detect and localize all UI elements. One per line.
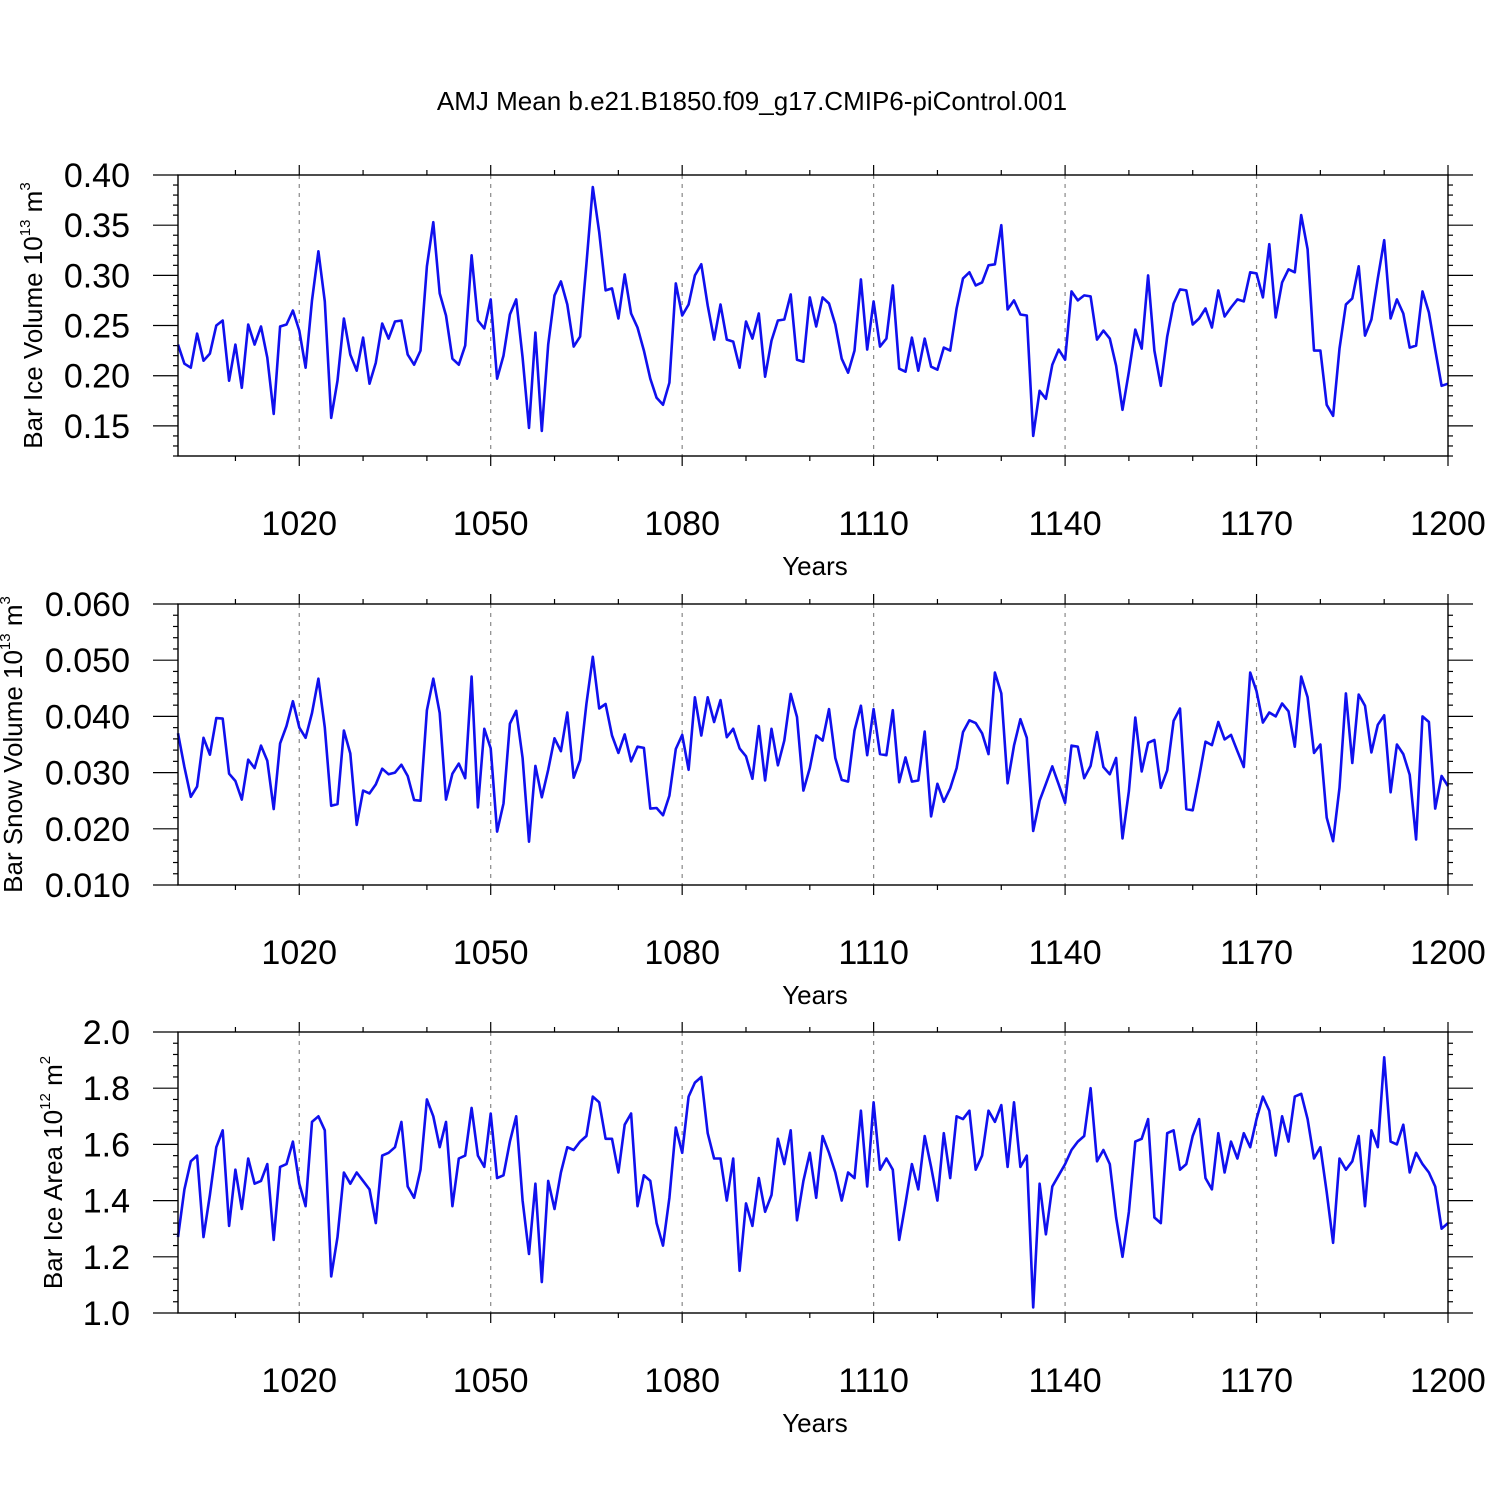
- y-axis-label-unit_exp: 2: [37, 1056, 54, 1064]
- y-tick-label: 1.6: [83, 1126, 130, 1164]
- y-tick-label: 1.8: [83, 1070, 130, 1108]
- figure-title: AMJ Mean b.e21.B1850.f09_g17.CMIP6-piCon…: [437, 86, 1067, 116]
- x-tick-label: 1080: [644, 505, 720, 543]
- y-tick-label: 0.020: [45, 811, 130, 849]
- x-tick-label: 1200: [1410, 1362, 1486, 1400]
- y-tick-label: 2.0: [83, 1014, 130, 1052]
- y-axis-label-exp: 13: [0, 633, 14, 650]
- y-axis-label-unit_exp: 3: [0, 596, 14, 604]
- y-axis-label-exp: 13: [17, 220, 34, 237]
- y-axis-label-unit: m: [38, 1064, 68, 1093]
- y-tick-label: 0.15: [64, 408, 130, 446]
- y-axis-label-text: Bar Ice Volume 10: [18, 236, 48, 448]
- x-tick-label: 1080: [644, 1362, 720, 1400]
- x-tick-label: 1080: [644, 934, 720, 972]
- y-axis-label: Bar Ice Area 1012 m2: [37, 1056, 68, 1289]
- plot-frame: [177, 174, 1449, 457]
- y-axis-label-unit_exp: 3: [17, 182, 34, 190]
- y-axis-label-text: Bar Snow Volume 10: [0, 650, 28, 893]
- y-tick-label: 0.060: [45, 586, 130, 624]
- y-tick-label: 0.25: [64, 308, 130, 346]
- series-line: [176, 1056, 1449, 1309]
- y-axis-label: Bar Ice Volume 1013 m3: [17, 182, 48, 448]
- y-tick-label: 0.030: [45, 755, 130, 793]
- y-axis-label-exp: 12: [37, 1093, 54, 1110]
- y-axis-label-unit: m: [18, 191, 48, 220]
- x-tick-label: 1050: [453, 505, 529, 543]
- panel-2: 1020 1050 1080 1110 1140 1170 1200 0.010 0.020 0.…: [0, 586, 1486, 1010]
- x-tick-label: 1020: [261, 505, 337, 543]
- x-tick-label: 1170: [1220, 934, 1293, 972]
- y-tick-label: 0.20: [64, 358, 130, 396]
- x-tick-label: 1200: [1410, 505, 1486, 543]
- x-tick-label: 1020: [261, 934, 337, 972]
- y-tick-label: 1.2: [83, 1239, 130, 1277]
- series-line: [176, 185, 1449, 438]
- y-tick-label: 0.010: [45, 867, 130, 905]
- x-tick-label: 1140: [1029, 934, 1102, 972]
- y-tick-label: 1.0: [83, 1295, 130, 1333]
- y-tick-label: 0.40: [64, 157, 130, 195]
- series-line: [176, 655, 1450, 844]
- y-axis-label: Bar Snow Volume 1013 m3: [0, 596, 28, 893]
- x-tick-label: 1110: [838, 934, 909, 972]
- y-tick-label: 0.040: [45, 698, 130, 736]
- x-axis-label: Years: [782, 1408, 848, 1438]
- x-tick-label: 1140: [1029, 1362, 1102, 1400]
- y-tick-label: 0.30: [64, 257, 130, 295]
- x-tick-label: 1140: [1029, 505, 1102, 543]
- plot-frame: [177, 603, 1449, 886]
- x-tick-label: 1170: [1220, 1362, 1293, 1400]
- y-tick-label: 0.35: [64, 207, 130, 245]
- x-tick-label: 1020: [261, 1362, 337, 1400]
- y-tick-label: 1.4: [83, 1183, 130, 1221]
- x-tick-label: 1050: [453, 934, 529, 972]
- x-tick-label: 1110: [838, 505, 909, 543]
- panel-1: 1020 1050 1080 1110 1140 1170 1200 0.15 0.20 0.25…: [17, 157, 1486, 581]
- x-tick-label: 1170: [1220, 505, 1293, 543]
- y-tick-label: 0.050: [45, 642, 130, 680]
- x-axis-label: Years: [782, 980, 848, 1010]
- plot-frame: [177, 1031, 1449, 1314]
- y-axis-label-text: Bar Ice Area 10: [38, 1110, 68, 1289]
- x-tick-label: 1110: [838, 1362, 909, 1400]
- x-tick-label: 1050: [453, 1362, 529, 1400]
- x-axis-label: Years: [782, 551, 848, 581]
- y-axis-label-unit: m: [0, 604, 28, 633]
- panel-3: 1020 1050 1080 1110 1140 1170 1200 1.0 1.2 1.4 1.6…: [37, 1014, 1486, 1438]
- x-tick-label: 1200: [1410, 934, 1486, 972]
